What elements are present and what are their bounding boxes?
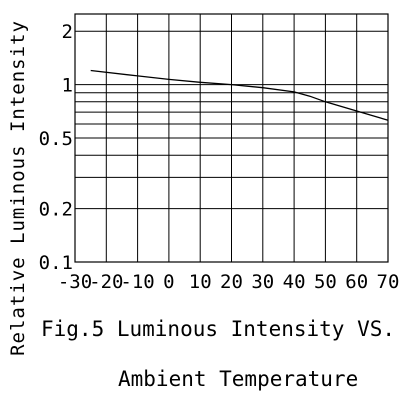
- y-tick-label: 0.2: [39, 199, 73, 221]
- y-tick-label: 0.1: [39, 252, 73, 274]
- data-series-line: [90, 69, 389, 121]
- x-tick-label: 20: [220, 271, 243, 293]
- x-tick-label: 50: [314, 271, 337, 293]
- plot-frame: [74, 13, 389, 263]
- x-tick-label: -30: [58, 271, 92, 293]
- x-tick-label: 70: [377, 271, 400, 293]
- y-tick-label: 1: [62, 75, 73, 97]
- x-tick-label: 30: [251, 271, 274, 293]
- y-tick-label: 0.5: [39, 128, 73, 150]
- x-tick-label: -10: [120, 271, 154, 293]
- x-tick-label: 0: [163, 271, 174, 293]
- chart-title: Fig.5 Luminous Intensity VS.: [41, 317, 395, 341]
- grid: [74, 14, 389, 263]
- x-tick-label: -20: [89, 271, 123, 293]
- x-tick-label: 60: [345, 271, 368, 293]
- y-axis-label: Relative Luminous Intensity: [7, 20, 29, 356]
- y-tick-label: 2: [62, 21, 73, 43]
- x-tick-label: 10: [189, 271, 212, 293]
- x-tick-label: 40: [283, 271, 306, 293]
- tick-labels: -30-20-10 0 10 20 30 40 50 60 70 2 1 0.5 0.2 0.1: [39, 21, 400, 293]
- chart-subtitle: Ambient Temperature: [118, 367, 358, 391]
